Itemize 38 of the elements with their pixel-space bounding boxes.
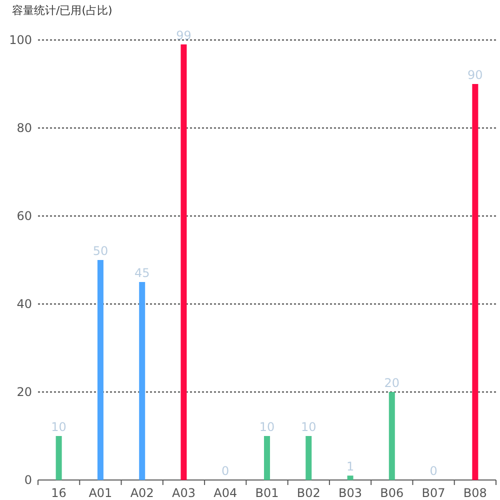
x-tick-label: A03 (172, 486, 196, 500)
bar (56, 436, 62, 480)
bar (139, 282, 146, 480)
bar (97, 260, 104, 480)
bar (264, 436, 270, 480)
y-tick-label: 40 (16, 297, 32, 311)
data-label: 45 (134, 266, 150, 280)
data-label: 10 (51, 420, 66, 434)
data-label: 1 (346, 460, 354, 474)
data-label: 0 (430, 464, 438, 478)
x-tick-label: 16 (51, 486, 66, 500)
y-tick-label: 100 (9, 33, 32, 47)
y-axis-title: 容量统计/已用(占比) (12, 4, 112, 17)
x-tick-label: B08 (463, 486, 487, 500)
y-tick-label: 0 (24, 473, 32, 487)
bar (306, 436, 312, 480)
data-label: 10 (259, 420, 275, 434)
x-tick-label: B03 (338, 486, 362, 500)
data-label: 0 (222, 464, 230, 478)
y-tick-label: 60 (16, 209, 32, 223)
x-tick-label: B07 (422, 486, 446, 500)
bar (347, 476, 354, 480)
x-tick-label: A04 (214, 486, 238, 500)
data-label: 20 (384, 376, 400, 390)
bar (388, 392, 395, 480)
data-label: 90 (468, 68, 483, 82)
bar (180, 44, 187, 480)
x-tick-label: B06 (380, 486, 404, 500)
y-tick-label: 80 (16, 121, 32, 135)
bar (472, 84, 478, 480)
data-label: 99 (176, 28, 192, 42)
x-tick-label: A01 (88, 486, 112, 500)
x-tick-label: B02 (296, 486, 320, 500)
x-tick-label: A02 (130, 486, 154, 500)
y-tick-label: 20 (16, 385, 32, 399)
data-label: 50 (92, 244, 108, 258)
x-tick-label: B01 (255, 486, 279, 500)
data-label: 10 (300, 420, 316, 434)
